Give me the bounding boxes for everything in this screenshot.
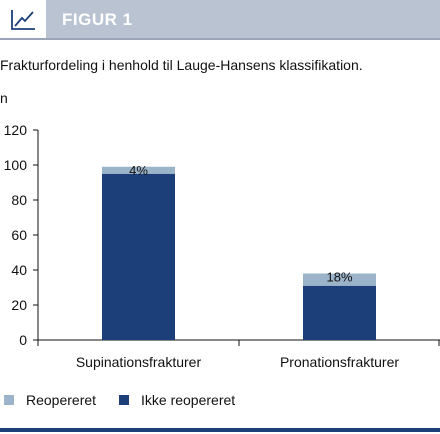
figure-caption: Frakturfordeling i henhold til Lauge-Han… (0, 57, 363, 73)
line-chart-icon (11, 10, 35, 30)
bar-percent-label: 4% (129, 163, 148, 178)
bar-reopereret (303, 273, 376, 286)
y-tick-label: 60 (11, 227, 27, 243)
bar-reopereret (102, 166, 175, 174)
legend-label: Ikke reopereret (141, 392, 235, 408)
y-axis-label: n (0, 90, 8, 106)
header-underline (0, 38, 440, 40)
legend-swatch (4, 395, 14, 405)
x-category-label: Supinationsfrakturer (76, 354, 202, 370)
figure-header: FIGUR 1 (0, 0, 440, 38)
figure-title: FIGUR 1 (62, 10, 133, 29)
bar-ikke-reopereret (102, 173, 175, 340)
bottom-rule (0, 428, 440, 432)
y-tick-label: 120 (4, 122, 28, 138)
y-tick-label: 20 (11, 297, 27, 313)
header-bar (46, 0, 440, 38)
y-tick-label: 40 (11, 262, 27, 278)
bar-percent-label: 18% (326, 270, 352, 285)
x-category-label: Pronationsfrakturer (280, 354, 399, 370)
bar-ikke-reopereret (303, 285, 376, 340)
legend-label: Reopereret (26, 392, 96, 408)
y-tick-label: 100 (4, 157, 28, 173)
header-divider (45, 0, 46, 38)
y-tick-label: 0 (19, 332, 27, 348)
legend-swatch (119, 395, 129, 405)
y-tick-label: 80 (11, 192, 27, 208)
